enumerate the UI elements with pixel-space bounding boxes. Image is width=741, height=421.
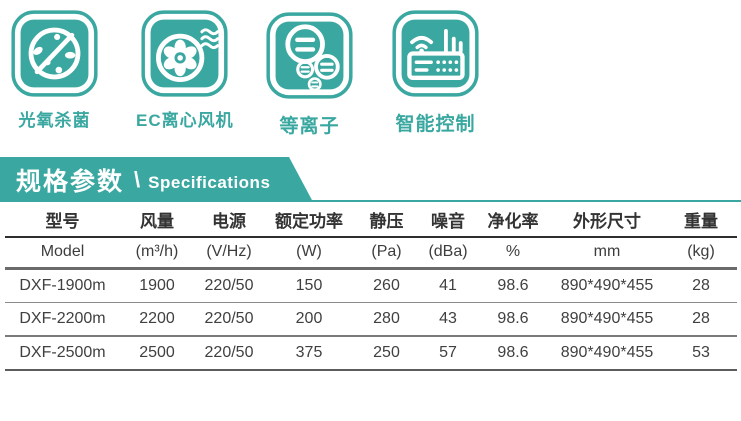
feature-label: 等离子 xyxy=(279,116,340,137)
unit-rated-power: (W) xyxy=(264,237,354,270)
cell-weight: 28 xyxy=(665,268,737,303)
cell-dimensions: 890*490*455 xyxy=(549,336,665,371)
feature-item-smart-control: 智能控制 xyxy=(392,10,479,136)
spec-title-separator: \ xyxy=(134,166,141,192)
cell-dimensions: 890*490*455 xyxy=(549,302,665,337)
cell-model: DXF-1900m xyxy=(5,268,120,303)
cell-static-pressure: 260 xyxy=(354,268,419,303)
cell-rated-power: 150 xyxy=(264,268,354,303)
feature-label: 光氧杀菌 xyxy=(18,111,91,130)
unit-power-supply: (V/Hz) xyxy=(194,237,264,270)
uv-sterilization-icon xyxy=(11,10,98,97)
plasma-icon xyxy=(266,12,353,99)
table-header-row-zh: 型号 风量 电源 额定功率 静压 噪音 净化率 外形尺寸 重量 xyxy=(5,203,737,238)
cell-power-supply: 220/50 xyxy=(194,268,264,303)
cell-airflow: 1900 xyxy=(120,268,194,303)
cell-rated-power: 375 xyxy=(264,336,354,371)
table-row-dxf-1900m: DXF-1900m 1900 220/50 150 260 41 98.6 89… xyxy=(5,268,737,303)
table-row-dxf-2500m: DXF-2500m 2500 220/50 375 250 57 98.6 89… xyxy=(5,336,737,371)
cell-dimensions: 890*490*455 xyxy=(549,268,665,303)
feature-label: 智能控制 xyxy=(395,114,476,135)
accent-divider-line xyxy=(0,200,741,202)
cell-rated-power: 200 xyxy=(264,302,354,337)
cell-weight: 53 xyxy=(665,336,737,371)
cell-weight: 28 xyxy=(665,302,737,337)
spec-header-bar: 规格参数 \ Specifications xyxy=(0,157,313,202)
centrifugal-fan-icon xyxy=(141,10,228,97)
col-header-airflow: 风量 xyxy=(120,203,194,238)
cell-purification-rate: 98.6 xyxy=(477,302,549,337)
cell-airflow: 2200 xyxy=(120,302,194,337)
cell-static-pressure: 250 xyxy=(354,336,419,371)
cell-model: DXF-2500m xyxy=(5,336,120,371)
unit-static-pressure: (Pa) xyxy=(354,237,419,270)
table-row-dxf-2200m: DXF-2200m 2200 220/50 200 280 43 98.6 89… xyxy=(5,302,737,337)
feature-item-plasma: 等离子 xyxy=(266,12,353,138)
cell-noise: 41 xyxy=(419,268,477,303)
feature-label: EC离心风机 xyxy=(136,111,234,130)
unit-weight: (kg) xyxy=(665,237,737,270)
col-header-rated-power: 额定功率 xyxy=(264,203,354,238)
cell-model: DXF-2200m xyxy=(5,302,120,337)
feature-item-ec-fan: EC离心风机 xyxy=(136,10,234,131)
cell-power-supply: 220/50 xyxy=(194,302,264,337)
col-header-dimensions: 外形尺寸 xyxy=(549,203,665,238)
col-header-power-supply: 电源 xyxy=(194,203,264,238)
unit-noise: (dBa) xyxy=(419,237,477,270)
col-header-static-pressure: 静压 xyxy=(354,203,419,238)
feature-item-uv-sterilization: 光氧杀菌 xyxy=(11,10,98,131)
spec-table: 型号 风量 电源 额定功率 静压 噪音 净化率 外形尺寸 重量 Model (m… xyxy=(5,203,737,371)
spec-title-zh: 规格参数 xyxy=(16,167,125,196)
unit-dimensions: mm xyxy=(549,237,665,270)
unit-purification-rate: % xyxy=(477,237,549,270)
table-unit-row: Model (m³/h) (V/Hz) (W) (Pa) (dBa) % mm … xyxy=(5,237,737,270)
unit-airflow: (m³/h) xyxy=(120,237,194,270)
col-header-weight: 重量 xyxy=(665,203,737,238)
col-header-model: 型号 xyxy=(5,203,120,238)
unit-model: Model xyxy=(5,237,120,270)
smart-control-icon xyxy=(392,10,479,97)
cell-airflow: 2500 xyxy=(120,336,194,371)
cell-noise: 57 xyxy=(419,336,477,371)
cell-purification-rate: 98.6 xyxy=(477,268,549,303)
spec-title-en: Specifications xyxy=(148,172,271,192)
col-header-noise: 噪音 xyxy=(419,203,477,238)
col-header-purification-rate: 净化率 xyxy=(477,203,549,238)
cell-noise: 43 xyxy=(419,302,477,337)
cell-static-pressure: 280 xyxy=(354,302,419,337)
cell-power-supply: 220/50 xyxy=(194,336,264,371)
cell-purification-rate: 98.6 xyxy=(477,336,549,371)
